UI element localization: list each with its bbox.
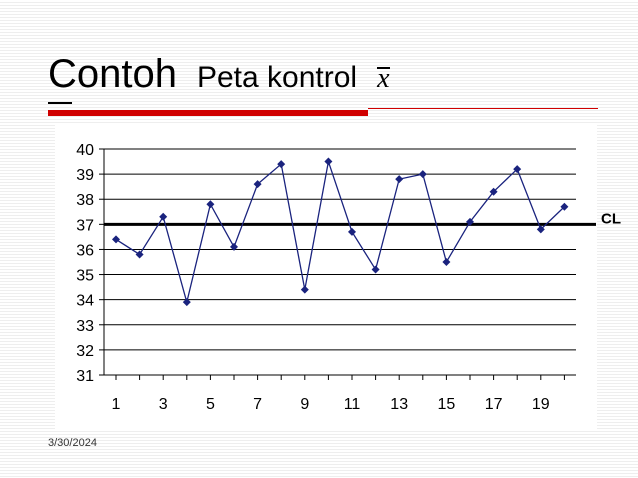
ytick-label-37: 37	[76, 217, 94, 234]
data-point-17	[489, 187, 498, 196]
ytick-label-32: 32	[76, 343, 94, 360]
ytick-label-36: 36	[76, 242, 94, 259]
ytick-label-40: 40	[76, 142, 94, 159]
data-point-2	[135, 250, 144, 259]
xtick-label-11: 11	[344, 396, 361, 413]
xtick-label-19: 19	[532, 396, 550, 413]
ytick-label-31: 31	[76, 368, 94, 385]
data-point-5	[206, 200, 215, 209]
xtick-label-1: 1	[112, 396, 121, 413]
data-point-18	[513, 165, 522, 174]
slide-title: Contoh Peta kontrol x	[48, 52, 390, 102]
data-point-7	[253, 180, 262, 189]
xtick-label-7: 7	[253, 396, 262, 413]
ytick-label-35: 35	[76, 268, 94, 285]
data-point-16	[466, 217, 474, 226]
data-point-15	[442, 258, 451, 266]
data-point-4	[182, 298, 191, 307]
series-line	[115, 158, 565, 305]
data-point-9	[300, 285, 309, 294]
data-point-14	[418, 170, 427, 179]
data-point-10	[324, 157, 333, 166]
title-sub: Peta kontrol	[196, 61, 358, 94]
title-underline-short	[48, 102, 72, 104]
data-point-20	[560, 202, 569, 211]
data-point-3	[159, 212, 168, 221]
xtick-label-9: 9	[300, 396, 309, 413]
title-rule-thin	[368, 108, 598, 109]
ytick-label-38: 38	[76, 192, 94, 209]
data-point-6	[230, 242, 238, 251]
slide-date: 3/30/2024	[48, 437, 97, 449]
xtick-label-17: 17	[485, 396, 503, 413]
title-xbar-symbol: x	[377, 63, 390, 94]
title-rule-red	[48, 110, 368, 116]
ytick-label-34: 34	[76, 293, 94, 310]
ytick-label-33: 33	[76, 318, 94, 335]
xtick-label-15: 15	[438, 396, 456, 413]
data-point-8	[277, 160, 286, 169]
ytick-label-39: 39	[76, 167, 94, 184]
data-point-19	[536, 225, 545, 234]
xtick-label-13: 13	[390, 396, 408, 413]
data-point-12	[371, 265, 380, 274]
xtick-label-3: 3	[159, 396, 168, 413]
data-point-11	[348, 227, 356, 236]
control-line-label: CL	[601, 210, 621, 227]
data-point-1	[112, 235, 120, 244]
xtick-label-5: 5	[206, 396, 215, 413]
data-point-13	[395, 175, 404, 184]
title-main: Contoh	[48, 52, 177, 96]
